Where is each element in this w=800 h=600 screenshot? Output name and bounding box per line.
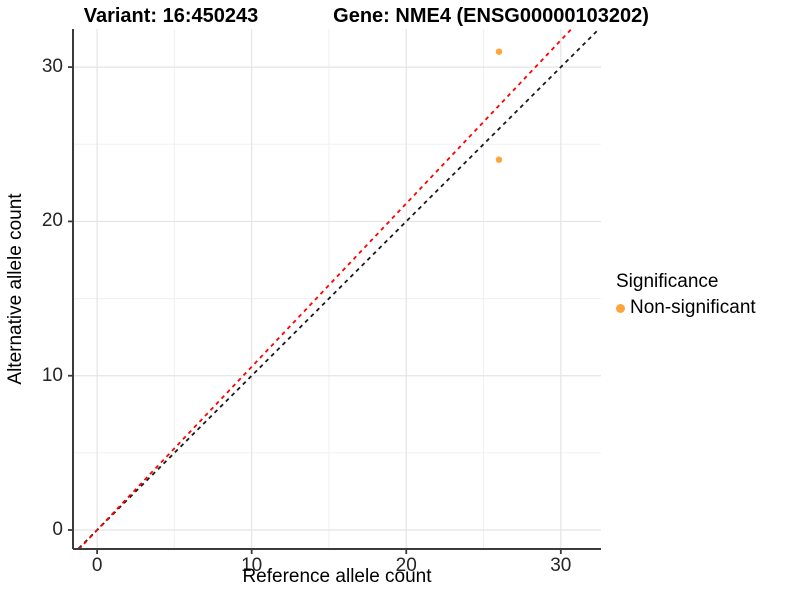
legend-item: Non-significant [616, 297, 756, 319]
variant-title: Variant: 16:450243 [83, 5, 259, 27]
y-axis-title: Alternative allele count [5, 193, 26, 385]
legend-items: Non-significant [616, 297, 756, 319]
x-tick-label: 0 [91, 555, 103, 576]
legend-item-label: Non-significant [630, 297, 756, 318]
data-point [495, 156, 503, 163]
legend-title: Significance [616, 271, 719, 292]
fitted-line [77, 29, 573, 549]
y-tick-label: 30 [41, 56, 63, 78]
y-tick-label: 10 [41, 364, 63, 386]
x-axis-title: Reference allele count [242, 566, 432, 587]
y-tick-label: 20 [41, 210, 63, 232]
data-point [495, 48, 503, 55]
x-tick-label: 20 [395, 555, 417, 576]
identity-line [76, 29, 601, 549]
y-tick-label: 0 [52, 519, 63, 541]
legend: Significance Non-significant [616, 271, 756, 319]
x-tick-label: 10 [241, 555, 263, 576]
legend-point-icon [616, 303, 625, 313]
x-tick-label: 30 [550, 555, 572, 576]
gene-title: Gene: NME4 (ENSG00000103202) [333, 5, 649, 27]
